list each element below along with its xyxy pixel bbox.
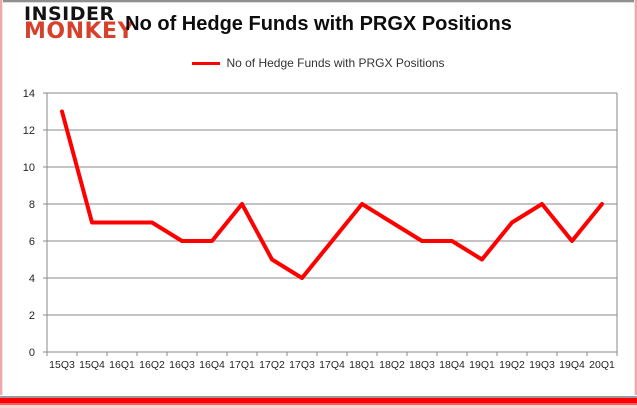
x-axis-label: 20Q1 [589, 359, 615, 371]
x-axis-label: 16Q3 [169, 359, 195, 371]
x-axis-label: 16Q4 [199, 359, 225, 371]
x-axis-label: 17Q4 [319, 359, 345, 371]
x-axis-label: 17Q1 [229, 359, 255, 371]
legend: No of Hedge Funds with PRGX Positions [0, 56, 637, 70]
legend-label: No of Hedge Funds with PRGX Positions [226, 56, 445, 70]
legend-line-swatch [192, 61, 221, 65]
y-axis-label: 2 [29, 310, 35, 322]
y-axis-label: 12 [23, 125, 35, 137]
chart-title: No of Hedge Funds with PRGX Positions [125, 13, 512, 35]
series-line [60, 109, 604, 280]
x-axis-label: 16Q2 [139, 359, 165, 371]
y-axis-label: 4 [29, 273, 35, 285]
y-axis-label: 10 [23, 162, 35, 174]
x-axis-label: 16Q1 [109, 359, 135, 371]
x-axis-label: 19Q1 [469, 359, 495, 371]
x-axis-label: 18Q3 [409, 359, 435, 371]
x-axis-label: 17Q2 [259, 359, 285, 371]
frame-border-left [0, 0, 3, 408]
insider-monkey-logo: INSIDER MONKEY [24, 5, 134, 43]
x-axis-label: 15Q4 [79, 359, 105, 371]
y-axis-label: 8 [29, 199, 35, 211]
x-axis-label: 15Q3 [49, 359, 75, 371]
x-axis-label: 18Q4 [439, 359, 465, 371]
frame-border-bottom [0, 395, 637, 408]
frame-border-right [634, 0, 637, 408]
y-axis-label: 0 [29, 347, 35, 359]
x-axis-label: 18Q2 [379, 359, 405, 371]
x-axis-label: 19Q2 [499, 359, 525, 371]
y-axis-label: 14 [23, 88, 35, 100]
frame-border-top [0, 0, 637, 3]
y-axis-label: 6 [29, 236, 35, 248]
x-axis-label: 17Q3 [289, 359, 315, 371]
x-axis-label: 19Q3 [529, 359, 555, 371]
x-axis-label: 19Q4 [559, 359, 585, 371]
x-axis-label: 18Q1 [349, 359, 375, 371]
logo-text-insider: INSIDER [24, 3, 115, 25]
logo-text-monkey: MONKEY [24, 19, 135, 44]
